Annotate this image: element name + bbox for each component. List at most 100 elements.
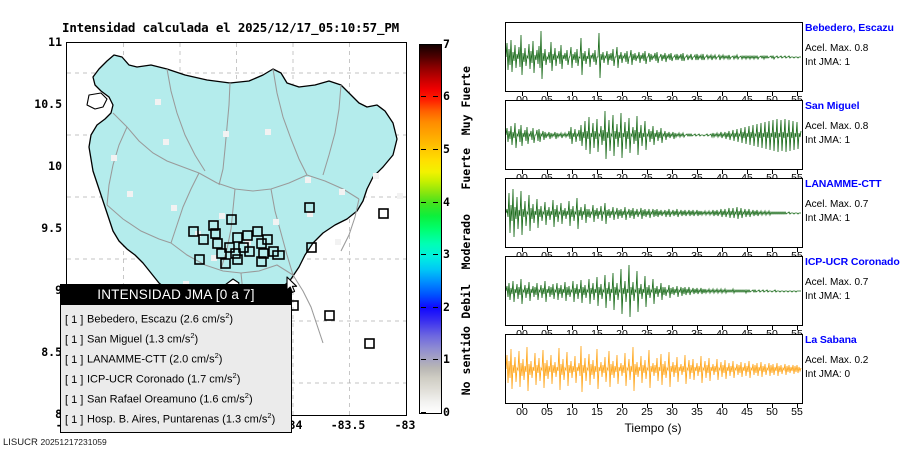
waveform-panel-bebedero-escazu[interactable] bbox=[505, 22, 803, 92]
station-name: ICP-UCR Coronado bbox=[805, 256, 900, 268]
province-borders bbox=[106, 68, 360, 344]
station-info-la-sabana: La Sabana Acel. Max. 0.2 Int JMA: 0 bbox=[805, 334, 910, 380]
station-name: La Sabana bbox=[805, 334, 857, 346]
waveform-ticks-5 bbox=[505, 403, 801, 409]
legend-station-name: LANAMME-CTT bbox=[87, 353, 167, 366]
station-int-jma: Int JMA: 0 bbox=[805, 369, 851, 380]
page-title: Intensidad calculada el 2025/12/17_05:10… bbox=[62, 20, 399, 35]
waveform-ticks-2 bbox=[505, 169, 801, 175]
waveform-trace-icp-ucr-coronado bbox=[506, 264, 801, 318]
unit-exponent: 2 bbox=[267, 411, 272, 421]
intensity-legend: INTENSIDAD JMA [0 a 7] [ 1 ] Bebedero, Es… bbox=[60, 284, 292, 434]
wf-x-tick: 45 bbox=[741, 406, 753, 418]
colorbar-tick: 2 bbox=[443, 299, 450, 314]
waveform-panel-san-miguel[interactable] bbox=[505, 100, 803, 170]
station-accel-max: Acel. Max. 0.7 bbox=[805, 277, 869, 288]
colorbar-category: No sentido bbox=[459, 326, 473, 396]
colorbar-tick: 6 bbox=[443, 89, 450, 104]
unit-exponent: 2 bbox=[214, 351, 219, 361]
nicoya-coast-detail bbox=[86, 92, 108, 110]
map-y-tick: 10.5 bbox=[34, 97, 62, 111]
legend-item: [ 1 ] Bebedero, Escazu (2.6 cm/s2) bbox=[65, 308, 291, 328]
legend-station-name: San Miguel bbox=[87, 333, 143, 346]
legend-unit: cm/s bbox=[191, 353, 215, 366]
colorbar-category: Moderado bbox=[459, 214, 473, 270]
legend-item: [ 1 ] ICP-UCR Coronado (1.7 cm/s2) bbox=[65, 368, 291, 388]
legend-unit: cm/s bbox=[209, 373, 233, 386]
waveform-ticks-1 bbox=[505, 91, 801, 97]
map-y-tick: 10 bbox=[48, 159, 62, 173]
legend-list: [ 1 ] Bebedero, Escazu (2.6 cm/s2) [ 1 ] S… bbox=[61, 305, 291, 432]
legend-accel-value: 1.3 bbox=[225, 413, 242, 426]
intensity-colorbar: 0 1 2 3 4 5 6 7 No sentido Debil Moderad… bbox=[419, 37, 489, 419]
colorbar-tick: 0 bbox=[443, 405, 450, 419]
legend-title: INTENSIDAD JMA [0 a 7] bbox=[61, 285, 291, 305]
waveform-trace-bebedero-escazu bbox=[506, 30, 801, 80]
colorbar-gradient bbox=[419, 44, 442, 414]
waveform-panel-icp-ucr-coronado[interactable] bbox=[505, 256, 803, 326]
legend-accel-value: 1.7 bbox=[190, 373, 207, 386]
waveform-panel-la-sabana[interactable] bbox=[505, 334, 803, 404]
map-x-tick: -83 bbox=[394, 418, 416, 432]
waveform-trace-la-sabana bbox=[506, 345, 802, 393]
legend-unit: cm/s bbox=[244, 413, 268, 426]
waveform-x-axis-label: Tiempo (s) bbox=[624, 421, 682, 435]
station-info-lanamme-ctt: LANAMME-CTT Acel. Max. 0.7 Int JMA: 1 bbox=[805, 178, 910, 224]
colorbar-tick: 3 bbox=[443, 247, 450, 262]
legend-unit: cm/s bbox=[167, 333, 191, 346]
legend-unit: cm/s bbox=[221, 393, 245, 406]
station-int-jma: Int JMA: 1 bbox=[805, 213, 851, 224]
unit-exponent: 2 bbox=[190, 331, 195, 341]
legend-accel-value: 1.3 bbox=[148, 333, 165, 346]
legend-unit: cm/s bbox=[201, 313, 226, 326]
watermark-org: LISUCR bbox=[3, 437, 38, 448]
wf-x-tick: 50 bbox=[766, 406, 778, 418]
station-int-jma: Int JMA: 1 bbox=[805, 57, 851, 68]
station-accel-max: Acel. Max. 0.8 bbox=[805, 43, 869, 54]
watermark-id: 20251217231059 bbox=[40, 437, 107, 447]
colorbar-category: Debil bbox=[459, 284, 473, 319]
legend-intensity-tag: [ 1 ] bbox=[65, 373, 84, 386]
map-y-tick: 8.5 bbox=[41, 345, 62, 359]
unit-exponent: 2 bbox=[232, 371, 237, 381]
watermark: LISUCR 20251217231059 bbox=[3, 437, 107, 448]
station-name: San Miguel bbox=[805, 100, 860, 112]
unit-exponent: 2 bbox=[225, 311, 230, 320]
colorbar-tick: 4 bbox=[443, 194, 450, 209]
waveform-xlabels-5: 00 05 10 15 20 25 30 35 40 45 50 55 bbox=[505, 406, 803, 420]
legend-item: [ 1 ] San Rafael Oreamuno (1.6 cm/s2) bbox=[65, 388, 291, 408]
wf-x-tick: 15 bbox=[591, 406, 603, 418]
station-markers bbox=[188, 202, 389, 349]
wf-x-tick: 55 bbox=[791, 406, 803, 418]
legend-station-name: Hosp. B. Aires, Puntarenas bbox=[87, 413, 220, 426]
legend-station-name: ICP-UCR Coronado bbox=[87, 373, 185, 386]
legend-item: [ 1 ] LANAMME-CTT (2.0 cm/s2) bbox=[65, 348, 291, 368]
colorbar-tick: 1 bbox=[443, 352, 450, 367]
waveform-trace-san-miguel bbox=[506, 110, 802, 160]
colorbar-tick: 7 bbox=[443, 37, 450, 51]
wf-x-tick: 35 bbox=[691, 406, 703, 418]
wf-x-tick: 40 bbox=[716, 406, 728, 418]
station-info-bebedero-escazu: Bebedero, Escazu Acel. Max. 0.8 Int JMA:… bbox=[805, 22, 910, 68]
colorbar-category: Fuerte bbox=[459, 148, 473, 190]
station-int-jma: Int JMA: 1 bbox=[805, 135, 851, 146]
legend-item: [ 1 ] Hosp. B. Aires, Puntarenas (1.3 cm/… bbox=[65, 408, 291, 428]
map-y-axis: 11 10.5 10 9.5 9 8.5 8 bbox=[12, 35, 62, 421]
wf-x-tick: 10 bbox=[566, 406, 578, 418]
legend-intensity-tag: [ 1 ] bbox=[65, 393, 84, 406]
wf-x-tick: 20 bbox=[616, 406, 628, 418]
map-y-tick: 8 bbox=[55, 407, 62, 421]
wf-x-tick: 25 bbox=[641, 406, 653, 418]
station-info-san-miguel: San Miguel Acel. Max. 0.8 Int JMA: 1 bbox=[805, 100, 910, 146]
unit-exponent: 2 bbox=[244, 391, 249, 401]
legend-station-name: San Rafael Oreamuno bbox=[87, 393, 197, 406]
waveform-panel-lanamme-ctt[interactable] bbox=[505, 178, 803, 248]
map-x-tick: -83.5 bbox=[330, 418, 366, 432]
mouse-cursor-icon bbox=[286, 276, 298, 293]
station-accel-max: Acel. Max. 0.8 bbox=[805, 121, 869, 132]
map-y-tick: 11 bbox=[48, 35, 62, 49]
wf-x-tick: 00 bbox=[516, 406, 528, 418]
legend-intensity-tag: [ 1 ] bbox=[65, 313, 84, 326]
station-accel-max: Acel. Max. 0.2 bbox=[805, 355, 869, 366]
